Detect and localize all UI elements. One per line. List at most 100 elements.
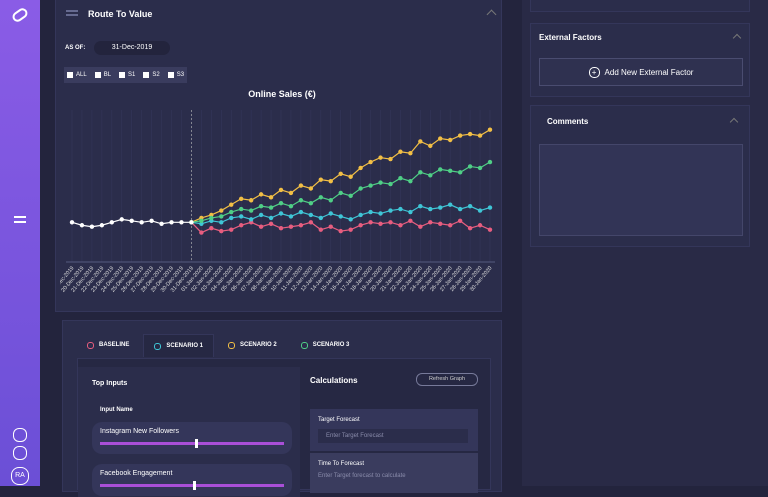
target-input[interactable]: Enter Target Forecast — [318, 429, 468, 443]
slider-thumb[interactable] — [195, 439, 198, 448]
legend-label: SCENARIO 1 — [166, 343, 204, 349]
checkbox[interactable] — [67, 72, 73, 78]
filter-label: S2 — [152, 72, 160, 78]
point — [298, 209, 304, 215]
input-row: Instagram New Followers — [92, 422, 292, 454]
point — [447, 202, 453, 207]
point — [248, 198, 254, 203]
external-title: External Factors — [539, 33, 602, 42]
input-name: Instagram New Followers — [100, 428, 179, 435]
point — [378, 221, 383, 226]
tab[interactable]: BASELINE — [77, 334, 139, 356]
bell-icon[interactable] — [13, 446, 27, 460]
tab[interactable]: SCENARIO 1 — [143, 334, 215, 357]
activity-icon[interactable] — [13, 428, 27, 442]
point — [328, 211, 333, 216]
checkbox[interactable] — [167, 72, 174, 78]
point — [398, 176, 403, 181]
checkbox[interactable] — [119, 72, 126, 78]
point — [447, 168, 453, 174]
point — [398, 223, 403, 228]
filter[interactable]: S2 — [143, 72, 160, 78]
point — [99, 223, 105, 228]
filter[interactable]: BL — [94, 72, 111, 78]
point — [467, 203, 473, 209]
point — [219, 214, 224, 219]
point — [278, 187, 284, 193]
point — [457, 170, 463, 175]
collapse-icon[interactable] — [486, 9, 497, 20]
collapse-icon[interactable] — [729, 117, 739, 127]
point — [398, 206, 403, 212]
tab-panel: Top Inputs Input Name Instagram New Foll… — [77, 358, 491, 497]
point — [219, 208, 224, 213]
point — [119, 217, 124, 222]
point — [308, 201, 314, 206]
logo[interactable] — [10, 6, 30, 24]
point — [169, 220, 174, 225]
input-row: Facebook Engagement — [92, 464, 292, 496]
point — [338, 214, 343, 219]
point — [268, 215, 274, 221]
point — [368, 209, 373, 215]
point — [477, 133, 483, 138]
point — [338, 190, 343, 196]
point — [219, 220, 224, 225]
point — [248, 208, 254, 213]
point — [288, 190, 294, 196]
point — [438, 136, 443, 141]
point — [378, 211, 383, 216]
calc-title: Calculations — [310, 376, 358, 385]
comments-box[interactable] — [539, 144, 743, 236]
slider[interactable] — [100, 442, 284, 445]
legend-dot — [154, 342, 162, 350]
point — [338, 171, 343, 176]
filter[interactable]: S1 — [119, 72, 135, 78]
point — [358, 165, 363, 171]
checkbox[interactable] — [94, 72, 101, 78]
point — [268, 205, 274, 210]
tab[interactable]: SCENARIO 3 — [291, 334, 360, 356]
point — [318, 177, 324, 182]
card-title: Route To Value — [88, 9, 153, 19]
point — [248, 217, 254, 222]
collapse-icon[interactable] — [732, 33, 742, 43]
point — [159, 221, 164, 226]
point — [487, 205, 493, 210]
legend-dot — [87, 341, 94, 349]
external-card: External Factors + Add New External Fact… — [530, 23, 750, 97]
point — [378, 180, 383, 185]
point — [358, 223, 363, 228]
point — [318, 195, 324, 200]
point — [229, 202, 234, 207]
add-external-label: Add New External Factor — [604, 67, 694, 77]
point — [418, 170, 423, 175]
filter[interactable]: S3 — [167, 72, 184, 78]
inputs-column: Input Name — [100, 407, 133, 413]
point — [368, 220, 373, 225]
point — [358, 186, 363, 191]
menu-icon[interactable] — [14, 216, 26, 218]
legend-label: BASELINE — [99, 342, 130, 348]
point — [438, 221, 443, 226]
inputs-panel: Top Inputs Input Name Instagram New Foll… — [78, 367, 300, 497]
as-of-date[interactable]: 31-Dec-2019 — [94, 41, 170, 55]
point — [418, 203, 423, 209]
avatar[interactable]: RA — [11, 467, 29, 485]
point — [418, 224, 423, 229]
checkbox[interactable] — [143, 72, 150, 78]
point — [428, 143, 433, 149]
add-external-button[interactable]: + Add New External Factor — [539, 58, 743, 86]
point — [238, 196, 244, 201]
comments-card: Comments — [530, 105, 750, 247]
point — [388, 181, 393, 187]
point — [288, 214, 294, 219]
tab[interactable]: SCENARIO 2 — [218, 334, 287, 356]
filter[interactable]: ALL — [67, 72, 87, 78]
point — [348, 227, 353, 232]
point — [438, 205, 443, 210]
point — [477, 165, 483, 171]
point — [209, 225, 214, 231]
refresh-button[interactable]: Refresh Graph — [416, 373, 478, 386]
point — [229, 227, 234, 232]
